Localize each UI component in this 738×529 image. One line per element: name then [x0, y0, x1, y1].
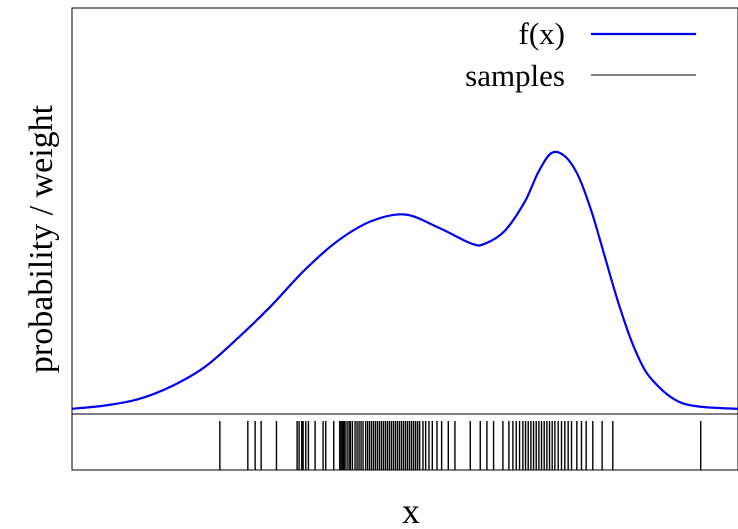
rug-marks: [219, 421, 702, 470]
f-x-curve: [71, 150, 738, 410]
legend-label-fx: f(x): [519, 16, 565, 51]
legend-label-samples: samples: [465, 58, 565, 93]
x-axis-label: x: [402, 491, 420, 529]
plot-frame: [71, 7, 738, 471]
legend: f(x) samples: [465, 16, 696, 93]
y-axis-label: probability / weight: [23, 104, 60, 373]
